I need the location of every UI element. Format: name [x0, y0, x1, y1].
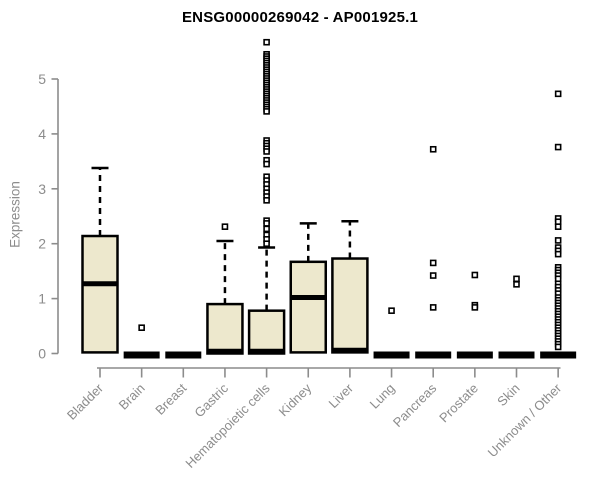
x-tick-label-liver: Liver	[325, 380, 356, 411]
chart-title: ENSG00000269042 - AP001925.1	[181, 9, 419, 26]
outlier-pancreas	[429, 145, 437, 153]
x-tick-label-brain: Brain	[116, 381, 148, 413]
outlier-lung	[388, 307, 395, 314]
x-tick-label-pancreas: Pancreas	[390, 380, 440, 430]
box-liver	[331, 257, 369, 354]
outlier-unknown-other	[554, 90, 562, 98]
y-tick-label-0: 0	[38, 346, 46, 362]
outlier-skin	[513, 281, 520, 288]
outlier-pancreas	[429, 272, 437, 279]
outlier-unknown-other	[554, 143, 562, 151]
collapsed-box-brain	[123, 351, 160, 359]
x-tick-label-gastric: Gastric	[191, 380, 231, 420]
collapsed-box-pancreas	[415, 351, 452, 359]
collapsed-box-lung	[373, 351, 410, 359]
box-gastric	[206, 302, 244, 355]
box-bladder	[81, 234, 119, 354]
outlier-prostate	[471, 304, 479, 311]
x-tick-label-kidney: Kidney	[276, 380, 315, 419]
y-tick-label-4: 4	[38, 126, 46, 142]
x-tick-label-unknown-other: Unknown / Other	[485, 380, 565, 460]
outlier-prostate	[471, 271, 479, 279]
outlier-hematopoietic-cells	[263, 160, 270, 168]
y-tick-label-5: 5	[38, 71, 46, 87]
x-tick-label-breast: Breast	[152, 380, 189, 417]
y-tick-label-3: 3	[38, 181, 46, 197]
outlier-hematopoietic-cells	[263, 240, 270, 247]
y-tick-label-1: 1	[38, 291, 46, 307]
outlier-unknown-other	[554, 223, 562, 230]
x-tick-label-skin: Skin	[494, 381, 522, 409]
x-tick-label-prostate: Prostate	[436, 381, 481, 426]
collapsed-box-unknown-other	[540, 351, 577, 359]
collapsed-box-skin	[498, 351, 535, 359]
outlier-pancreas	[429, 259, 437, 267]
box-kidney	[289, 260, 327, 354]
y-tick-label-2: 2	[38, 236, 46, 252]
outlier-hematopoietic-cells	[263, 38, 270, 46]
outlier-gastric	[221, 223, 229, 230]
box-hematopoietic-cells	[247, 309, 286, 355]
outlier-brain	[138, 324, 145, 331]
x-tick-label-lung: Lung	[367, 381, 398, 412]
outlier-hematopoietic-cells	[263, 225, 270, 233]
outlier-skin	[513, 275, 520, 283]
outlier-hematopoietic-cells	[263, 197, 270, 204]
outlier-unknown-other	[554, 237, 562, 244]
outlier-pancreas	[429, 304, 437, 311]
collapsed-box-breast	[165, 351, 202, 359]
outlier-hematopoietic-cells	[263, 148, 270, 155]
outlier-unknown-other	[554, 343, 562, 351]
outlier-hematopoietic-cells	[263, 108, 270, 115]
x-tick-label-bladder: Bladder	[64, 380, 107, 423]
outlier-hematopoietic-cells	[263, 220, 270, 227]
outlier-unknown-other	[554, 250, 562, 258]
collapsed-box-prostate	[456, 351, 493, 359]
